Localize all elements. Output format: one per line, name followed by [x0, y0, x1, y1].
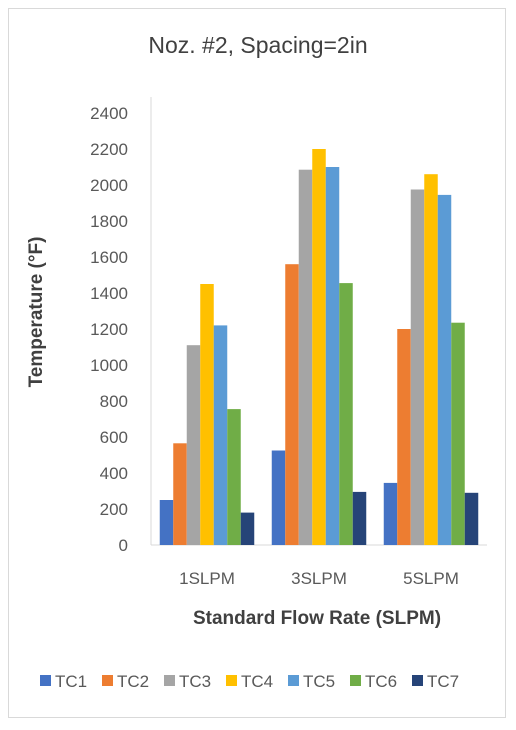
bar-tc3-3slpm — [298, 169, 313, 545]
bar-tc1-5slpm — [383, 482, 398, 545]
x-tick-label: 3SLPM — [291, 569, 347, 588]
y-tick-label: 1800 — [90, 212, 128, 231]
y-tick-label: 1600 — [90, 248, 128, 267]
legend-swatch-tc4 — [226, 675, 237, 686]
bar-tc5-5slpm — [437, 194, 452, 545]
y-tick-label: 2200 — [90, 140, 128, 159]
bar-tc7-5slpm — [464, 492, 479, 545]
x-tick-label: 5SLPM — [403, 569, 459, 588]
legend-swatch-tc3 — [164, 675, 175, 686]
y-tick-label: 600 — [100, 428, 128, 447]
y-tick-label: 800 — [100, 392, 128, 411]
legend-label-tc3: TC3 — [179, 672, 211, 691]
legend-label-tc6: TC6 — [365, 672, 397, 691]
bar-tc4-3slpm — [312, 149, 326, 545]
bar-tc3-1slpm — [186, 345, 201, 545]
y-tick-label: 1000 — [90, 356, 128, 375]
x-tick-labels: 1SLPM 3SLPM 5SLPM — [179, 569, 459, 588]
legend-label-tc2: TC2 — [117, 672, 149, 691]
y-tick-label: 2000 — [90, 176, 128, 195]
legend-swatch-tc7 — [412, 675, 423, 686]
bar-tc6-1slpm — [227, 409, 241, 545]
bar-tc6-3slpm — [339, 283, 353, 545]
legend-swatch-tc5 — [288, 675, 299, 686]
bar-tc5-3slpm — [325, 167, 340, 545]
bar-tc1-3slpm — [271, 450, 286, 545]
legend-label-tc5: TC5 — [303, 672, 335, 691]
legend-swatch-tc2 — [102, 675, 113, 686]
y-tick-label: 1400 — [90, 284, 128, 303]
y-tick-label: 400 — [100, 464, 128, 483]
legend: TC1 TC2 TC3 TC4 TC5 TC6 TC7 — [40, 672, 459, 691]
y-tick-label: 2400 — [90, 104, 128, 123]
bar-tc2-3slpm — [285, 264, 299, 545]
bar-tc2-1slpm — [173, 443, 187, 545]
bars — [159, 149, 479, 545]
y-tick-labels: 0 200 400 600 800 1000 1200 1400 1600 1800 2000 220… — [90, 104, 128, 555]
bar-tc4-1slpm — [200, 284, 214, 545]
bar-tc5-1slpm — [213, 325, 228, 545]
y-tick-label: 200 — [100, 500, 128, 519]
legend-swatch-tc1 — [40, 675, 51, 686]
y-tick-label: 1200 — [90, 320, 128, 339]
legend-swatch-tc6 — [350, 675, 361, 686]
y-tick-label: 0 — [119, 536, 128, 555]
bar-tc2-5slpm — [397, 329, 411, 545]
bar-tc3-5slpm — [410, 189, 425, 545]
x-tick-label: 1SLPM — [179, 569, 235, 588]
chart-title: Noz. #2, Spacing=2in — [148, 32, 367, 58]
y-axis-label: Temperature (°F) — [26, 237, 47, 388]
bar-tc4-5slpm — [424, 174, 438, 545]
bar-tc6-5slpm — [451, 322, 465, 545]
x-axis-label: Standard Flow Rate (SLPM) — [193, 608, 441, 629]
bar-tc1-1slpm — [159, 500, 174, 545]
bar-tc7-1slpm — [240, 512, 255, 545]
bar-tc7-3slpm — [352, 491, 367, 545]
legend-label-tc7: TC7 — [427, 672, 459, 691]
legend-label-tc1: TC1 — [55, 672, 87, 691]
legend-label-tc4: TC4 — [241, 672, 273, 691]
